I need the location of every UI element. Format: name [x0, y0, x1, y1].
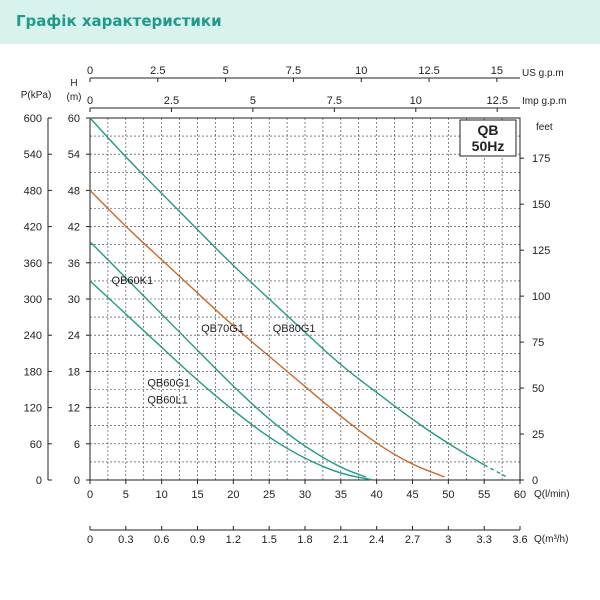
y-pressure-tick-label: 60 — [30, 439, 42, 451]
series-line-qb70g1 — [89, 189, 445, 478]
y-head-tick-label: 36 — [68, 258, 80, 270]
x-tick-label: 30 — [299, 489, 311, 501]
y-feet-axis-label: feet — [536, 122, 553, 133]
chart-axes: 0 5 10 15 20 25 30 35 40 45 50 55 60 Q(l/min)0 0.3 0.6 0… — [21, 65, 570, 546]
title-bar: Графік характеристики — [0, 0, 600, 44]
x-m3h-tick-label: 2.7 — [405, 534, 420, 546]
x-m3h-tick-label: 2.4 — [369, 534, 384, 546]
y-pressure-tick-label: 360 — [24, 258, 42, 270]
y-head-tick-label: 0 — [74, 475, 80, 487]
x-tick-label: 5 — [123, 489, 129, 501]
y-pressure-tick-label: 600 — [24, 113, 42, 125]
y-pressure-tick-label: 420 — [24, 222, 42, 234]
y-feet-tick-label: 0 — [532, 475, 538, 487]
y-pressure-axis-label: P(kPa) — [21, 90, 52, 101]
series-label-qb60g1: QB60G1 — [147, 377, 190, 389]
y-pressure-tick-label: 240 — [24, 330, 42, 342]
y-head-tick-label: 6 — [74, 439, 80, 451]
x-imp-tick-label: 12.5 — [487, 95, 508, 107]
y-head-tick-label: 60 — [68, 113, 80, 125]
x-m3h-tick-label: 1.5 — [262, 534, 277, 546]
x-m3h-tick-label: 2.1 — [333, 534, 348, 546]
y-head-tick-label: 54 — [68, 149, 80, 161]
chart-grid — [89, 117, 521, 481]
x-m3h-tick-label: 0 — [87, 534, 93, 546]
series-label-qb60k1: QB60K1 — [112, 275, 154, 287]
x-m3h-tick-label: 0.6 — [154, 534, 169, 546]
x-m3h-tick-label: 1.2 — [226, 534, 241, 546]
y-head-tick-label: 24 — [68, 330, 80, 342]
model-label: QB — [478, 122, 499, 138]
y-head-axis-unit: (m) — [67, 92, 82, 103]
x-us-tick-label: 5 — [223, 65, 229, 77]
y-feet-tick-label: 125 — [532, 245, 550, 257]
y-feet-tick-label: 75 — [532, 337, 544, 349]
x-us-tick-label: 7.5 — [286, 65, 301, 77]
series-line-qb80g1 — [89, 117, 485, 466]
x-imp-tick-label: 7.5 — [327, 95, 342, 107]
x-tick-label: 55 — [478, 489, 490, 501]
page-title: Графік характеристики — [16, 12, 222, 30]
x-us-tick-label: 12.5 — [418, 65, 439, 77]
x-tick-label: 40 — [371, 489, 383, 501]
y-pressure-tick-label: 480 — [24, 185, 42, 197]
x-m3h-tick-label: 1.8 — [297, 534, 312, 546]
x-tick-label: 15 — [191, 489, 203, 501]
y-feet-tick-label: 100 — [532, 291, 550, 303]
x-tick-label: 25 — [263, 489, 275, 501]
x-imp-tick-label: 10 — [410, 95, 422, 107]
x-tick-label: 20 — [227, 489, 239, 501]
series-line-qb60g1 — [89, 280, 374, 481]
x-imp-tick-label: 5 — [250, 95, 256, 107]
x-imp-tick-label: 0 — [87, 95, 93, 107]
x-imp-tick-label: 2.5 — [164, 95, 179, 107]
x-tick-label: 35 — [335, 489, 347, 501]
y-head-tick-label: 42 — [68, 222, 80, 234]
x-m3h-tick-label: 3 — [445, 534, 451, 546]
y-feet-tick-label: 50 — [532, 383, 544, 395]
y-head-tick-label: 18 — [68, 366, 80, 378]
y-head-tick-label: 30 — [68, 294, 80, 306]
x-tick-label: 45 — [406, 489, 418, 501]
x-imp-axis-label: Imp g.p.m — [522, 96, 566, 107]
series-label-qb80g1: QB80G1 — [273, 323, 316, 335]
frequency-label: 50Hz — [472, 138, 505, 154]
y-pressure-tick-label: 0 — [36, 475, 42, 487]
model-box — [459, 119, 517, 157]
x-us-axis-label: US g.p.m — [522, 68, 564, 79]
y-feet-tick-label: 150 — [532, 199, 550, 211]
series-label-qb70g1: QB70G1 — [201, 323, 244, 335]
x-m3h-tick-label: 0.3 — [118, 534, 133, 546]
x-us-tick-label: 0 — [87, 65, 93, 77]
x-axis-label: Q(l/min) — [534, 489, 570, 500]
y-pressure-tick-label: 120 — [24, 403, 42, 415]
x-m3h-tick-label: 3.6 — [512, 534, 527, 546]
x-tick-label: 50 — [442, 489, 454, 501]
y-feet-tick-label: 175 — [532, 153, 550, 165]
chart-series — [89, 117, 507, 481]
y-head-tick-label: 48 — [68, 185, 80, 197]
x-m3h-tick-label: 0.9 — [190, 534, 205, 546]
y-pressure-tick-label: 180 — [24, 366, 42, 378]
y-head-tick-label: 12 — [68, 403, 80, 415]
x-us-tick-label: 10 — [355, 65, 367, 77]
series-label-qb60l1: QB60L1 — [147, 394, 187, 406]
x-us-tick-label: 2.5 — [150, 65, 165, 77]
y-pressure-tick-label: 540 — [24, 149, 42, 161]
series-line-qb60k1 — [89, 241, 367, 478]
x-tick-label: 10 — [156, 489, 168, 501]
y-feet-tick-label: 25 — [532, 429, 544, 441]
x-m3h-axis-label: Q(m³/h) — [534, 534, 568, 545]
y-head-axis-label: H — [70, 78, 77, 89]
x-us-tick-label: 15 — [491, 65, 503, 77]
x-tick-label: 60 — [514, 489, 526, 501]
series-tail-qb80g1 — [483, 464, 507, 477]
x-tick-label: 0 — [87, 489, 93, 501]
y-pressure-tick-label: 300 — [24, 294, 42, 306]
x-m3h-tick-label: 3.3 — [477, 534, 492, 546]
